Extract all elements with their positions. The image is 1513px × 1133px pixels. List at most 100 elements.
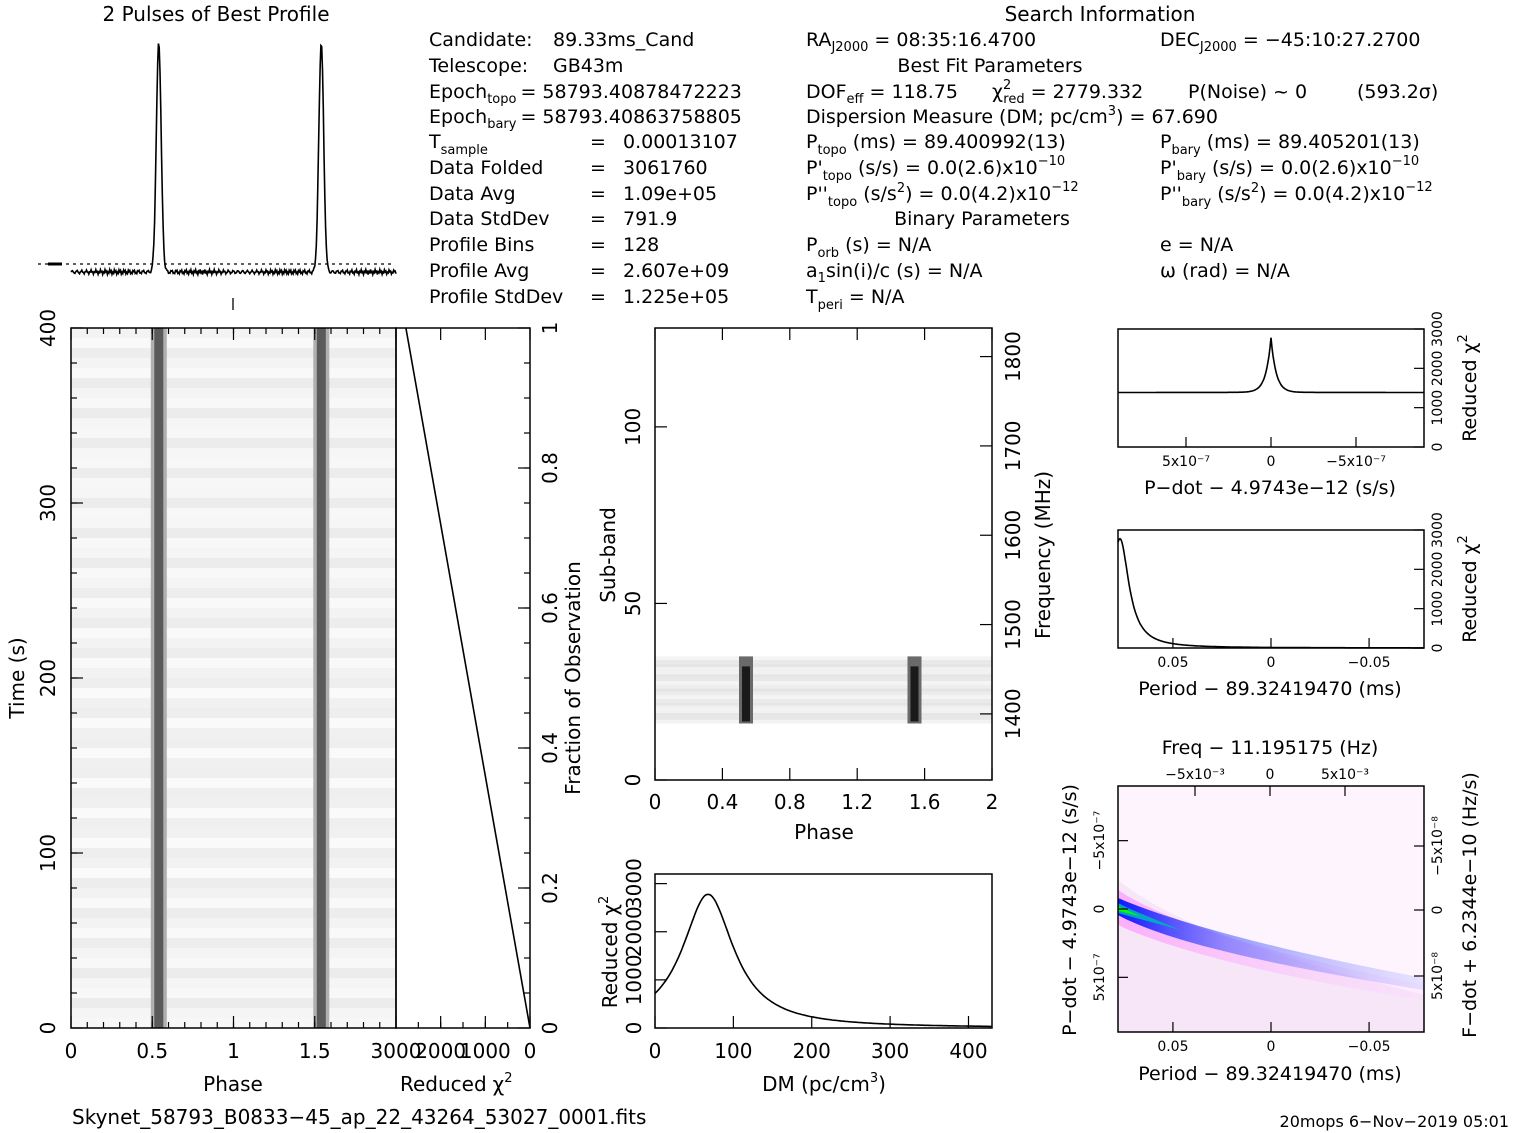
time-phase-ytick-label: 100 (36, 834, 60, 872)
subband-row (655, 656, 992, 660)
profile-curve (70, 43, 397, 278)
subband-y2tick-label: 1600 (1001, 510, 1025, 561)
period-chi-xtick-label: 0 (1267, 655, 1276, 671)
subband-row (655, 684, 992, 689)
info-profile-avg-label: Profile Avg (429, 260, 529, 282)
info-tsample-value: 0.00013107 (623, 131, 738, 153)
info-profile-stddev-value: 1.225e+05 (623, 286, 729, 308)
time-phase-row (71, 638, 396, 648)
subband-ytick-label: 100 (621, 408, 645, 446)
time-phase-row (71, 518, 396, 528)
time-phase-row (71, 678, 396, 688)
footer-filename: Skynet_58793_B0833−45_ap_22_43264_53027_… (72, 1105, 646, 1129)
chi-fraction-xtick-label: 2000 (415, 1039, 466, 1063)
time-phase-row (71, 718, 396, 728)
info-chi2red: χ2 red = 2779.332 (992, 78, 1143, 107)
time-phase-row (71, 888, 396, 898)
ppdot-ytick-label: −5x10⁻⁷ (1092, 811, 1108, 871)
best-fit-title: Best Fit Parameters (897, 55, 1082, 77)
dm-curve (654, 893, 992, 1028)
period-chi-xtick-label: −0.05 (1348, 655, 1391, 671)
time-phase-row (71, 688, 396, 698)
time-phase-row (71, 818, 396, 828)
subband-xtick-label: 1.6 (909, 790, 941, 814)
time-phase-row (71, 758, 396, 768)
subband-row (655, 702, 992, 706)
dm-ytick-label: 0 (622, 1022, 646, 1035)
subband-row (655, 667, 992, 671)
info-epoch-bary: Epochbary = 58793.40863758805 (429, 106, 742, 132)
subband-row (655, 688, 992, 692)
ppdot-toptick-label: 0 (1266, 767, 1275, 783)
time-phase-row (71, 418, 396, 428)
time-phase-row (71, 868, 396, 878)
subband-ylabel-right: Frequency (MHz) (1031, 471, 1055, 639)
time-phase-row (71, 568, 396, 578)
ppdot-panel: 0.05 0 −0.05 −5x10⁻³ 0 5x10⁻³ 5x10⁻⁷ 0 −5x10⁻⁷ −5… (1059, 737, 1481, 1085)
subband-row (655, 670, 992, 674)
time-phase-row (71, 618, 396, 628)
subband-pulse-core (910, 666, 919, 722)
time-phase-row (71, 908, 396, 918)
pdot-chi-frame (1117, 328, 1425, 448)
subband-frame (654, 327, 993, 781)
info-data-folded-label: Data Folded (429, 157, 543, 179)
chi-fraction-ylabel: Fraction of Observation (561, 561, 585, 795)
pulse-profile-panel (38, 43, 397, 310)
time-phase-ylabel: Time (s) (5, 637, 29, 719)
time-phase-row (71, 808, 396, 818)
info-candidate-value: 89.33ms_Cand (553, 29, 694, 51)
time-phase-ytick-label: 200 (36, 659, 60, 697)
info-dec: DECJ2000 = −45:10:27.2700 (1160, 29, 1420, 55)
ppdot-ylabel: P−dot − 4.9743e−12 (s/s) (1059, 784, 1081, 1036)
subband-ylabel: Sub-band (596, 507, 620, 603)
time-phase-row (71, 668, 396, 678)
time-phase-ytick-label: 400 (36, 309, 60, 347)
ppdot-xtick-label: −0.05 (1348, 1039, 1391, 1055)
time-phase-row (71, 608, 396, 618)
time-phase-row (71, 788, 396, 798)
info-left: Candidate: 89.33ms_Cand Telescope: GB43m… (428, 29, 742, 308)
subband-row (655, 705, 992, 710)
time-phase-row (71, 468, 396, 478)
info-tsample-eq: = (590, 131, 606, 153)
time-phase-row (71, 558, 396, 568)
subband-xtick-label: 1.2 (841, 790, 873, 814)
info-data-avg-eq: = (590, 183, 606, 205)
time-phase-row (71, 388, 396, 398)
dm-xtick-label: 100 (714, 1039, 752, 1063)
subband-row (655, 677, 992, 682)
time-phase-xlabel: Phase (203, 1072, 263, 1096)
info-pbary: Pbary (ms) = 89.405201(13) (1160, 131, 1420, 158)
info-ra: RAJ2000 = 08:35:16.4700 (806, 29, 1036, 55)
time-phase-row (71, 928, 396, 938)
pdot-chi-ylabel: Reducedχ2 (1456, 334, 1481, 442)
period-chi-xlabel: Period − 89.32419470 (ms) (1138, 678, 1401, 700)
time-phase-row (71, 428, 396, 438)
dm-xtick-label: 300 (871, 1039, 909, 1063)
time-phase-pulse-track (154, 328, 164, 1028)
time-phase-row (71, 578, 396, 588)
time-phase-pulse-track (316, 328, 326, 1028)
time-phase-row (71, 858, 396, 868)
time-phase-row (71, 508, 396, 518)
time-phase-row (71, 438, 396, 448)
time-phase-row (71, 998, 396, 1008)
time-phase-row (71, 738, 396, 748)
time-phase-ytick-label: 300 (36, 484, 60, 522)
time-phase-row (71, 1008, 396, 1018)
search-info-title: Search Information (1005, 2, 1196, 26)
subband-row (655, 712, 992, 717)
info-dof: DOFeff = 118.75 (806, 81, 958, 107)
time-phase-row (71, 458, 396, 468)
subband-row (655, 659, 992, 664)
info-profile-avg-value: 2.607e+09 (623, 260, 729, 282)
info-profile-bins-label: Profile Bins (429, 234, 534, 256)
info-pdot-topo: P'topo (s/s) = 0.0(2.6)x10−10 (806, 154, 1065, 184)
ppdot-toptick-label: 5x10⁻³ (1321, 767, 1369, 783)
chi-fraction-ytick-label: 0.8 (538, 452, 562, 484)
chi-fraction-frame (395, 327, 531, 1029)
subband-y2tick-label: 1800 (1001, 331, 1025, 382)
info-tsample-label: Tsample (428, 131, 488, 158)
